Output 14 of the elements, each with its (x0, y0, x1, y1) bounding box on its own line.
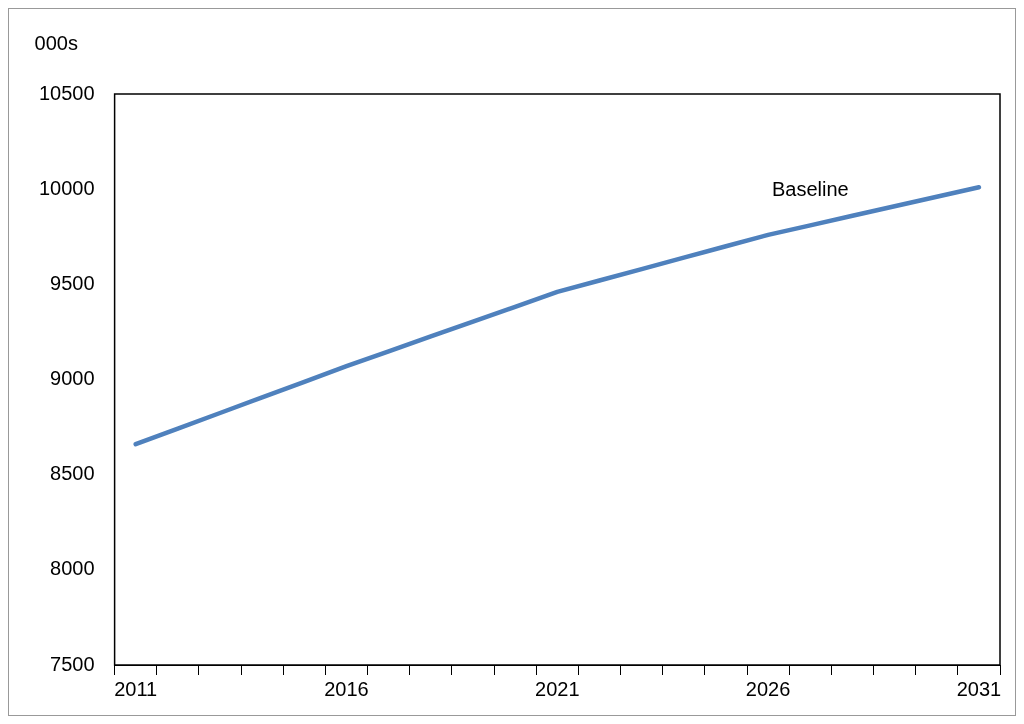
x-tick-label: 2011 (114, 677, 158, 700)
x-tick-label: 2021 (535, 677, 580, 700)
y-tick-label: 7500 (50, 652, 95, 675)
y-tick-label: 9000 (50, 367, 95, 390)
x-tick-label: 2031 (956, 677, 1002, 700)
x-tick-label: 2016 (324, 677, 369, 700)
y-tick-label: 9500 (50, 271, 95, 294)
y-tick-label: 8500 (50, 462, 95, 485)
y-tick-label: 10000 (38, 176, 95, 199)
series-label: Baseline (771, 177, 849, 200)
y-axis-title: 000s (34, 31, 78, 54)
y-tick-label: 10500 (38, 81, 95, 104)
y-tick-label: 8000 (50, 557, 95, 580)
x-tick-label: 2026 (745, 677, 791, 700)
